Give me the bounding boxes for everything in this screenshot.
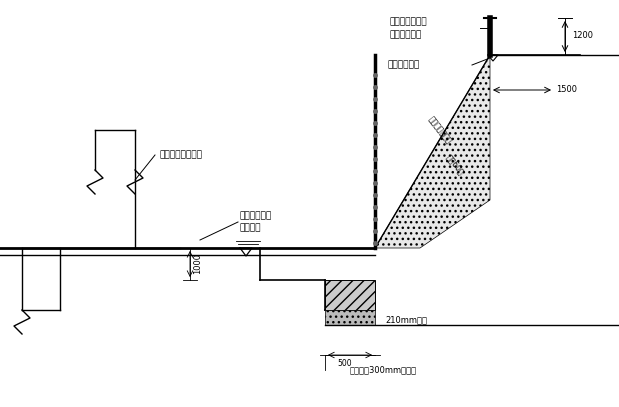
Polygon shape [325,310,375,325]
Text: 网搭设的护栏: 网搭设的护栏 [390,31,422,39]
Text: 500: 500 [338,359,352,368]
Text: 基坑上口标高: 基坑上口标高 [388,61,420,70]
Text: 度为60度: 度为60度 [444,153,466,177]
Text: 板挡土板: 板挡土板 [240,223,261,232]
Text: 210mm砂砾: 210mm砂砾 [385,315,427,324]
Text: 明沟内填300mm厚砾石: 明沟内填300mm厚砾石 [350,365,417,374]
Polygon shape [375,55,490,248]
Text: 1200: 1200 [572,31,593,41]
Text: 钢管及密目安全: 钢管及密目安全 [390,18,428,26]
Text: 回填土碾压密实: 回填土碾压密实 [426,114,454,146]
Text: 1000: 1000 [193,254,202,274]
Text: 地下室底板及外墙: 地下室底板及外墙 [160,151,203,160]
Text: 1500: 1500 [556,85,577,94]
Polygon shape [325,280,375,310]
Text: 钢管及竹胶合: 钢管及竹胶合 [240,212,272,221]
